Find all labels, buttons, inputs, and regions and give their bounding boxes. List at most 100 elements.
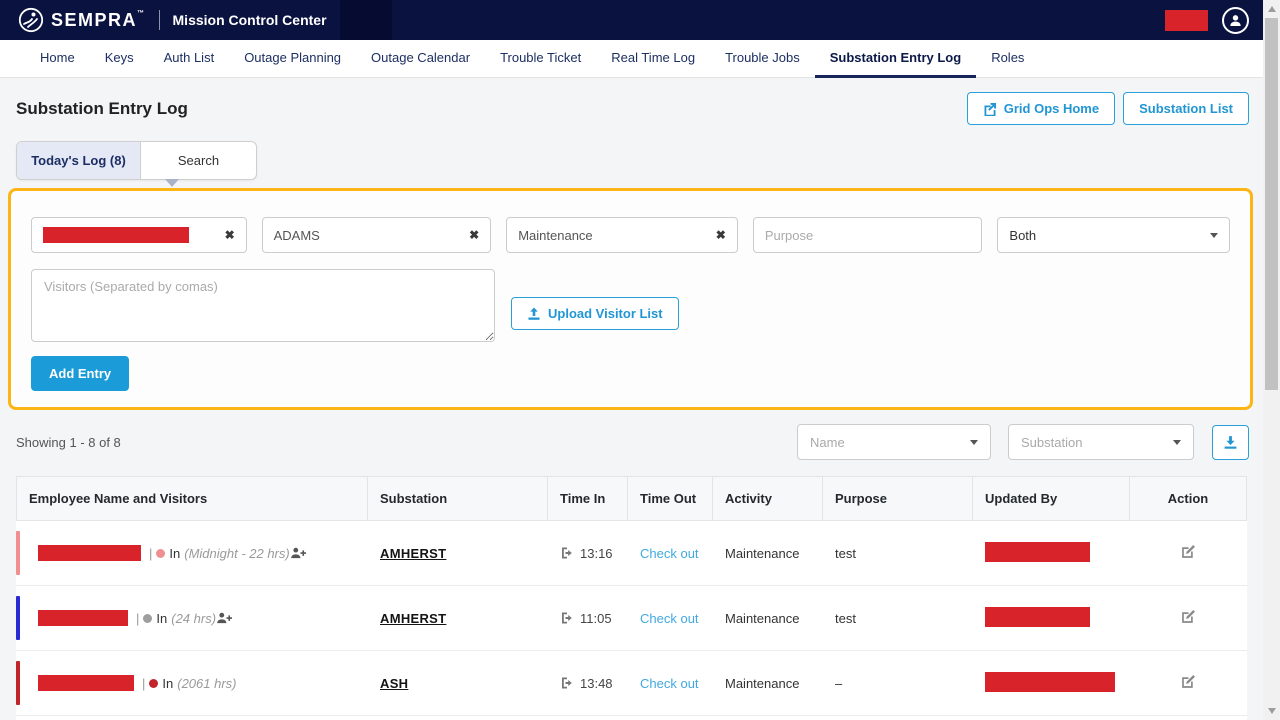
- type-select[interactable]: Both: [997, 217, 1230, 253]
- nav-item-real-time-log[interactable]: Real Time Log: [611, 50, 696, 65]
- clear-employee-icon[interactable]: ✖: [224, 228, 235, 242]
- entry-fields-row: ✖ ADAMS ✖ Maintenance ✖ Both: [31, 217, 1230, 253]
- upload-icon: [528, 307, 540, 320]
- action-cell: [1130, 673, 1247, 693]
- in-status: In: [169, 545, 181, 561]
- type-select-value: Both: [1009, 227, 1037, 243]
- download-log-button[interactable]: [1212, 424, 1249, 460]
- nav-item-substation-entry-log[interactable]: Substation Entry Log: [814, 40, 977, 78]
- edit-entry-button[interactable]: [1180, 608, 1197, 628]
- substation-link[interactable]: AMHERST: [380, 610, 447, 626]
- upload-visitor-list-button[interactable]: Upload Visitor List: [511, 297, 679, 330]
- purpose-field[interactable]: [752, 217, 983, 253]
- duration-note: (2061 hrs): [177, 675, 237, 691]
- edit-entry-button[interactable]: [1180, 673, 1197, 693]
- brand-text: SEMPRA™: [51, 9, 146, 30]
- grid-ops-home-button[interactable]: Grid Ops Home: [966, 92, 1116, 125]
- sempra-logo: SEMPRA™: [18, 7, 146, 33]
- substation-list-button[interactable]: Substation List: [1123, 92, 1249, 125]
- clear-activity-icon[interactable]: ✖: [715, 228, 726, 242]
- external-link-icon: [984, 102, 996, 116]
- nav-item-home[interactable]: Home: [40, 50, 75, 65]
- purpose-cell: test: [835, 610, 856, 626]
- activity-cell: Maintenance: [725, 675, 800, 691]
- vertical-scrollbar[interactable]: [1263, 0, 1280, 720]
- username-redacted: [1165, 9, 1208, 31]
- activity-field[interactable]: Maintenance ✖: [506, 217, 738, 253]
- app-title: Mission Control Center: [172, 12, 327, 28]
- scroll-up-arrow[interactable]: [1263, 2, 1280, 16]
- tab-search[interactable]: Search: [177, 153, 220, 168]
- nav-item-keys[interactable]: Keys: [104, 50, 134, 65]
- table-row: | In (2061 hrs) ASH 13:48 Check out Main…: [16, 651, 1247, 716]
- updated-by-cell: [973, 541, 1130, 565]
- nav-item-trouble-jobs[interactable]: Trouble Jobs: [725, 50, 800, 65]
- time-in-cell: 13:48: [548, 676, 628, 691]
- activity-cell: Maintenance: [725, 610, 800, 626]
- col-employee-name: Employee Name and Visitors: [16, 477, 368, 520]
- check-out-link[interactable]: Check out: [640, 545, 699, 561]
- clear-substation-icon[interactable]: ✖: [469, 228, 480, 242]
- action-cell: [1130, 543, 1247, 563]
- time-out-cell: Check out: [628, 611, 713, 626]
- scroll-down-arrow[interactable]: [1263, 704, 1280, 718]
- add-entry-panel: ✖ ADAMS ✖ Maintenance ✖ Both: [8, 188, 1253, 410]
- app-header: SEMPRA™ Mission Control Center: [0, 0, 1263, 40]
- substation-link[interactable]: AMHERST: [380, 545, 447, 561]
- check-out-link[interactable]: Check out: [640, 675, 699, 691]
- updated-by-cell: [973, 671, 1130, 695]
- activity-field-value: Maintenance: [518, 227, 593, 243]
- header-divider: [158, 10, 160, 30]
- separator: |: [149, 545, 153, 561]
- edit-icon: [1182, 545, 1195, 558]
- duration-note: (Midnight - 22 hrs): [184, 545, 290, 561]
- substation-link[interactable]: ASH: [380, 675, 409, 691]
- substation-cell: AMHERST: [368, 611, 548, 626]
- nav-item-outage-planning[interactable]: Outage Planning: [244, 50, 342, 65]
- substation-field[interactable]: ADAMS ✖: [261, 217, 492, 253]
- employee-name-redacted: [38, 675, 134, 691]
- col-purpose: Purpose: [823, 477, 973, 520]
- employee-name-redacted: [38, 545, 141, 561]
- name-filter-select[interactable]: Name: [797, 424, 991, 460]
- updated-by-redacted: [985, 606, 1090, 627]
- sign-in-icon: [562, 612, 572, 624]
- download-icon: [1224, 435, 1237, 449]
- activity-cell: Maintenance: [725, 545, 800, 561]
- user-avatar-button[interactable]: [1222, 6, 1249, 34]
- edit-entry-button[interactable]: [1180, 543, 1197, 563]
- sign-in-icon: [562, 677, 572, 689]
- name-filter-placeholder: Name: [810, 434, 845, 450]
- tab-todays-log[interactable]: Today's Log (8): [17, 142, 141, 179]
- table-row: | In (Midnight - 22 hrs) AMHERST 13:16 C…: [16, 521, 1247, 586]
- substation-filter-select[interactable]: Substation: [1008, 424, 1194, 460]
- chevron-down-icon: [970, 439, 978, 445]
- employee-cell: | In (24 hrs): [16, 596, 368, 640]
- purpose-input[interactable]: [764, 227, 971, 243]
- add-visitor-icon[interactable]: [290, 546, 306, 560]
- nav-item-auth-list[interactable]: Auth List: [163, 50, 215, 65]
- sign-in-icon: [562, 547, 572, 559]
- col-substation: Substation: [368, 477, 548, 520]
- col-time-in: Time In: [548, 477, 628, 520]
- substation-field-value: ADAMS: [273, 227, 320, 243]
- scrollbar-thumb[interactable]: [1265, 18, 1278, 390]
- purpose-cell: test: [835, 545, 856, 561]
- chevron-down-icon: [1173, 439, 1181, 445]
- nav-item-roles[interactable]: Roles: [991, 50, 1025, 65]
- page-actions: Grid Ops Home Substation List: [966, 92, 1249, 125]
- add-visitor-icon[interactable]: [216, 611, 233, 625]
- upload-visitor-list-label: Upload Visitor List: [548, 306, 663, 321]
- employee-name-field[interactable]: ✖: [31, 217, 247, 253]
- edit-icon: [1182, 610, 1195, 623]
- add-entry-button[interactable]: Add Entry: [31, 356, 130, 391]
- entry-log-table: Employee Name and Visitors Substation Ti…: [16, 476, 1247, 720]
- substation-cell: AMHERST: [368, 546, 548, 561]
- showing-count: Showing 1 - 8 of 8: [16, 434, 121, 450]
- check-out-link[interactable]: Check out: [640, 610, 699, 626]
- status-dot: [143, 613, 153, 623]
- nav-item-trouble-ticket[interactable]: Trouble Ticket: [500, 50, 582, 65]
- visitors-textarea[interactable]: [31, 269, 495, 342]
- nav-item-outage-calendar[interactable]: Outage Calendar: [371, 50, 471, 65]
